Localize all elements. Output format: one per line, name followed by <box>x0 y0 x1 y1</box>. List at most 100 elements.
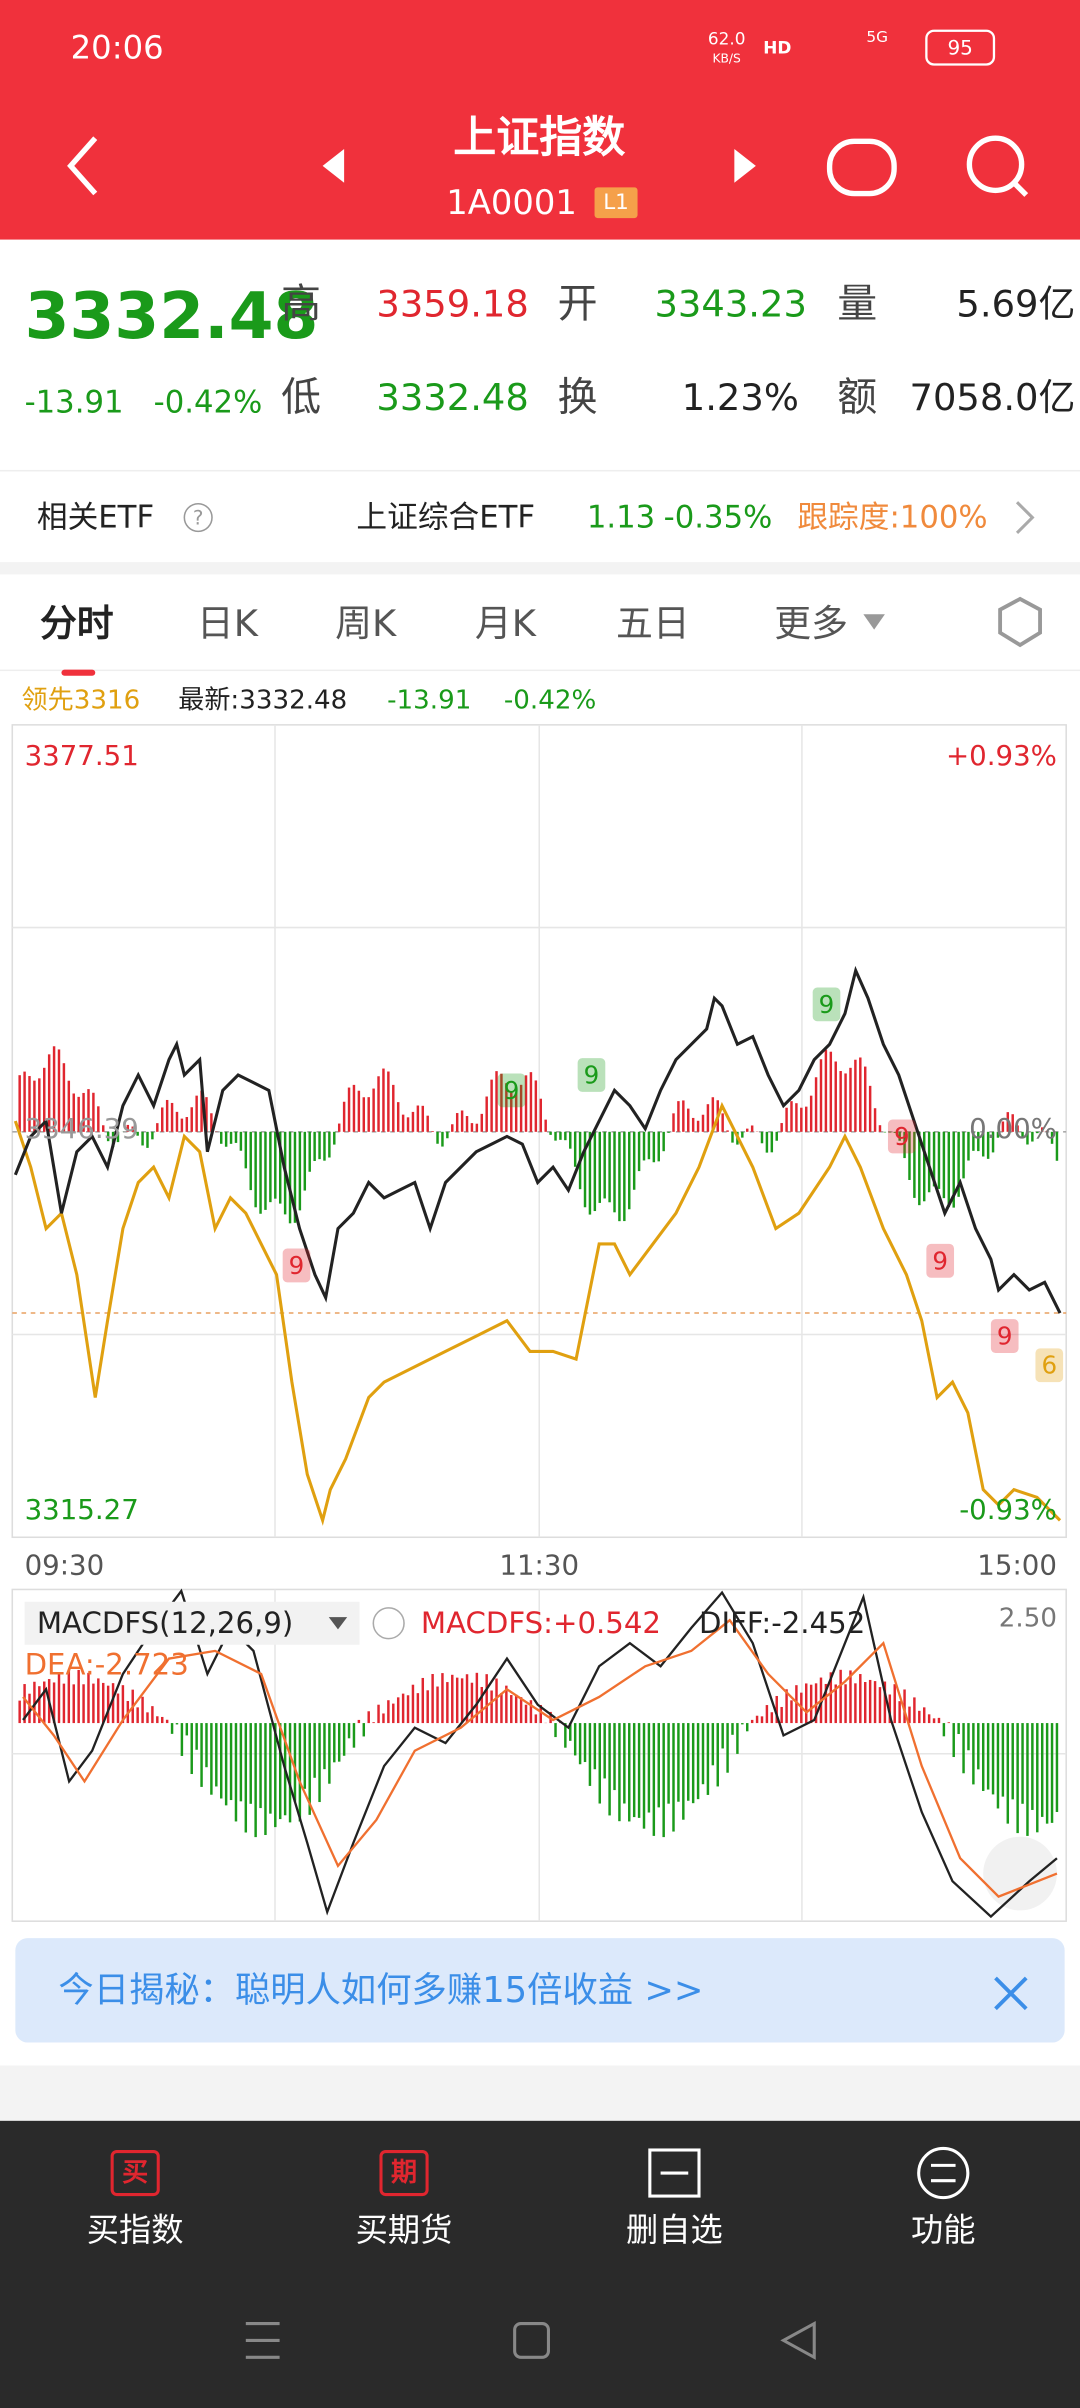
volume-bar <box>588 1131 592 1215</box>
help-icon[interactable] <box>183 502 213 533</box>
chevron[interactable] <box>1015 501 1035 534</box>
etf-tracking: 跟踪度:100% <box>797 500 987 536</box>
search-icon[interactable] <box>966 135 1025 194</box>
macd-bar <box>288 1723 292 1823</box>
nav-label[interactable]: 功能 <box>911 2211 976 2249</box>
volume-bar <box>1006 1112 1010 1132</box>
volume-bar <box>908 1131 911 1180</box>
search-icon[interactable] <box>1012 180 1029 197</box>
macd-bar <box>455 1677 459 1724</box>
banner[interactable] <box>15 1938 1065 2043</box>
macd-bar <box>436 1686 439 1724</box>
macd-bar <box>760 1716 764 1724</box>
volume-bar <box>878 1125 882 1132</box>
macd-bar <box>72 1684 75 1724</box>
volume-bar <box>972 1131 975 1151</box>
volume-bar <box>628 1131 631 1210</box>
volume-bar <box>1040 1127 1044 1132</box>
macd-bar <box>603 1723 606 1779</box>
macd-bar <box>28 1693 31 1724</box>
macd-bar <box>92 1683 95 1724</box>
macd-bar <box>224 1723 228 1806</box>
back-icon[interactable] <box>67 136 98 196</box>
sys-menu[interactable] <box>245 2322 280 2359</box>
volume-bar <box>298 1131 302 1211</box>
nav-icon[interactable] <box>648 2148 701 2198</box>
next-icon[interactable] <box>734 148 756 183</box>
expand-button[interactable] <box>983 1836 1057 1911</box>
volume-bar <box>500 1073 503 1132</box>
macd-bar <box>298 1723 302 1822</box>
volume-bar <box>554 1131 557 1141</box>
volume-bar <box>495 1071 498 1132</box>
volume-bar <box>259 1131 262 1214</box>
volume-bar <box>677 1101 680 1132</box>
volume-bar <box>382 1068 385 1132</box>
signal-badge <box>1035 1348 1064 1383</box>
macd-bar <box>927 1714 931 1724</box>
macd-bar <box>534 1714 538 1724</box>
volume-bar <box>475 1123 479 1132</box>
macd-bar <box>947 1722 951 1724</box>
volume-bar <box>195 1095 198 1132</box>
nav-label[interactable]: 买期货 <box>356 2211 453 2249</box>
sys-home[interactable] <box>513 2322 550 2359</box>
help-icon[interactable] <box>372 1607 405 1640</box>
robot-icon[interactable] <box>826 138 897 197</box>
tab[interactable]: 月K <box>475 602 537 645</box>
macd-bar <box>23 1684 26 1724</box>
macd-bar <box>200 1723 203 1787</box>
settings-icon[interactable] <box>998 596 1042 648</box>
tab[interactable]: 日K <box>197 602 259 645</box>
macd-bar <box>957 1723 960 1735</box>
volume-bar <box>888 1131 892 1133</box>
tab[interactable]: 周K <box>335 602 397 645</box>
sys-back[interactable] <box>780 2320 816 2360</box>
volume-bar <box>564 1131 567 1141</box>
tab[interactable]: 更多 <box>774 602 848 645</box>
volume-bar <box>156 1123 159 1132</box>
tab[interactable]: 五日 <box>616 602 690 645</box>
banner-text[interactable]: 今日揭秘：聪明人如何多赚15倍收益 >> <box>58 1970 703 2011</box>
volume-bar <box>303 1131 307 1191</box>
dropdown <box>328 1617 348 1630</box>
macd-bar <box>726 1723 729 1773</box>
volume-bar <box>308 1131 311 1172</box>
macd-bar <box>652 1723 656 1836</box>
volume-bar <box>608 1131 611 1203</box>
macd-selector[interactable] <box>24 1601 360 1645</box>
macd-bar <box>805 1683 808 1724</box>
macd-bar <box>485 1674 488 1724</box>
macd-bar <box>972 1723 975 1785</box>
signal-badge <box>926 1243 955 1278</box>
volume-bar <box>657 1131 660 1162</box>
nav-icon[interactable] <box>110 2150 160 2197</box>
macd-bar <box>908 1706 911 1724</box>
close-icon[interactable] <box>994 1976 1028 2011</box>
macd-bar <box>480 1686 484 1724</box>
volume-bar <box>165 1099 169 1132</box>
volume-bar <box>116 1131 120 1143</box>
macd-bar <box>809 1684 813 1724</box>
volume-bar <box>392 1084 395 1132</box>
macd-bar <box>328 1723 331 1784</box>
volume-bar <box>642 1131 646 1161</box>
macd-bar <box>790 1700 793 1724</box>
macd-bar <box>878 1687 882 1724</box>
diff-value: DIFF:-2.452 <box>699 1606 865 1640</box>
volume-bar <box>598 1131 601 1203</box>
macd-bar <box>116 1693 120 1724</box>
field-label: 换 <box>558 375 598 421</box>
battery-level: 95 <box>947 36 972 60</box>
macd-bar <box>406 1695 410 1724</box>
prev-icon[interactable] <box>322 148 345 183</box>
nav-label[interactable]: 买指数 <box>87 2211 184 2249</box>
macd-bar <box>898 1701 901 1724</box>
tab[interactable]: 分时 <box>40 602 114 645</box>
macd-bar <box>352 1723 356 1748</box>
macd-bar <box>392 1703 395 1724</box>
nav-label[interactable]: 删自选 <box>626 2211 723 2249</box>
nav-icon[interactable] <box>379 2150 429 2197</box>
time-label: 11:30 <box>499 1548 579 1581</box>
nav-icon[interactable] <box>917 2146 970 2200</box>
